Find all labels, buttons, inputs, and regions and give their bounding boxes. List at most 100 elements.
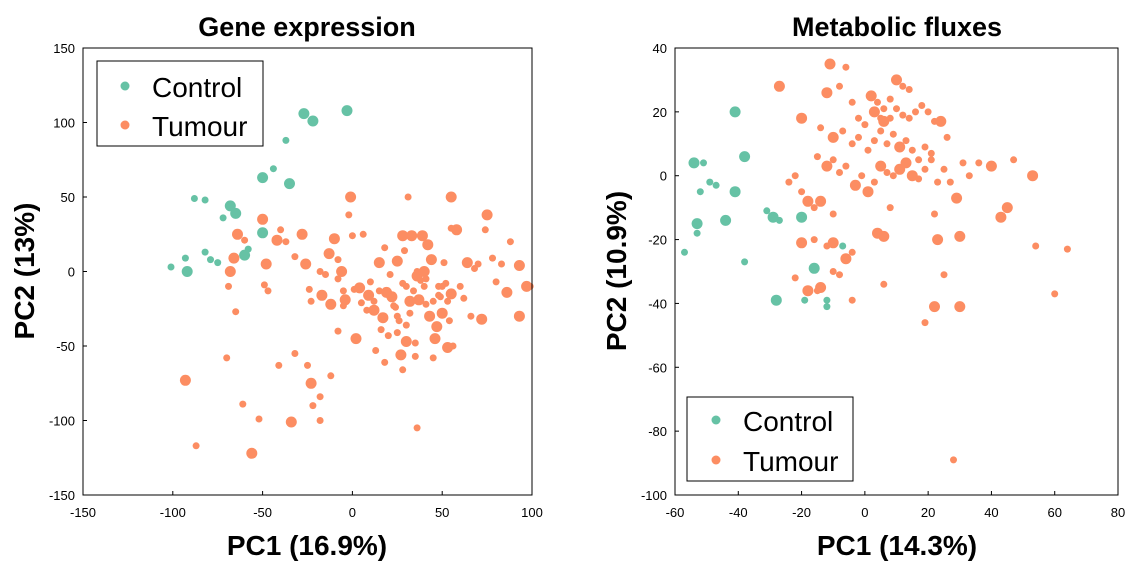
tumour-point bbox=[309, 402, 317, 410]
tumour-point bbox=[802, 195, 814, 207]
control-point bbox=[681, 248, 688, 256]
tumour-point bbox=[902, 137, 910, 145]
control-point bbox=[190, 195, 198, 202]
legend-box bbox=[686, 396, 854, 482]
tumour-point bbox=[257, 213, 269, 225]
tumour-point bbox=[435, 291, 443, 299]
tumour-point bbox=[223, 354, 231, 362]
tumour-point bbox=[285, 416, 297, 428]
tumour-point bbox=[391, 255, 403, 267]
x-tick-label: 100 bbox=[521, 505, 543, 520]
tumour-point bbox=[954, 301, 966, 313]
tumour-point bbox=[894, 141, 906, 153]
y-tick-label: -150 bbox=[49, 488, 75, 503]
tumour-point bbox=[865, 90, 877, 102]
tumour-point bbox=[912, 108, 919, 116]
y-tick-label: 0 bbox=[68, 265, 75, 280]
x-tick-label: -20 bbox=[792, 505, 811, 520]
tumour-point bbox=[271, 234, 283, 246]
x-tick-label: 80 bbox=[1111, 505, 1125, 520]
tumour-point bbox=[438, 282, 446, 290]
tumour-point bbox=[883, 169, 891, 176]
tumour-point bbox=[179, 374, 191, 386]
tumour-point bbox=[1032, 242, 1040, 250]
tumour-point bbox=[277, 226, 285, 234]
control-point bbox=[257, 172, 269, 184]
y-tick-label: -40 bbox=[648, 296, 667, 311]
tumour-point bbox=[985, 160, 997, 172]
legend-marker-tumour bbox=[711, 455, 721, 465]
tumour-point bbox=[839, 127, 847, 135]
tumour-point bbox=[813, 287, 821, 295]
control-point bbox=[700, 159, 707, 167]
tumour-point bbox=[931, 210, 938, 218]
control-point bbox=[739, 151, 751, 163]
tumour-point bbox=[429, 354, 437, 362]
tumour-point bbox=[413, 424, 421, 432]
legend-box bbox=[96, 60, 264, 147]
tumour-point bbox=[429, 333, 441, 345]
y-tick-label: -80 bbox=[648, 424, 667, 439]
control-point bbox=[224, 200, 236, 212]
tumour-point bbox=[406, 309, 414, 317]
tumour-point bbox=[899, 111, 907, 119]
tumour-point bbox=[413, 294, 425, 306]
tumour-point bbox=[368, 304, 380, 316]
tumour-point bbox=[228, 252, 240, 264]
tumour-point bbox=[995, 211, 1007, 223]
y-axis-label: PC2 (13%) bbox=[9, 203, 40, 340]
tumour-point bbox=[359, 230, 367, 238]
control-point bbox=[808, 262, 820, 274]
tumour-point bbox=[821, 160, 833, 172]
tumour-point bbox=[893, 105, 900, 113]
gene-expression-points bbox=[167, 105, 534, 459]
control-point bbox=[696, 188, 704, 196]
legend-marker-control bbox=[711, 415, 721, 425]
control-point bbox=[181, 254, 189, 262]
x-tick-label: 0 bbox=[349, 505, 356, 520]
tumour-point bbox=[402, 321, 410, 329]
tumour-point bbox=[526, 282, 534, 290]
tumour-point bbox=[848, 140, 856, 148]
tumour-point bbox=[363, 306, 371, 314]
tumour-point bbox=[422, 239, 434, 251]
control-point bbox=[729, 106, 741, 118]
tumour-point bbox=[404, 295, 416, 307]
tumour-point bbox=[316, 417, 324, 424]
tumour-point bbox=[372, 347, 380, 354]
tumour-point bbox=[829, 156, 837, 164]
tumour-point bbox=[260, 281, 268, 289]
tumour-point bbox=[848, 98, 856, 106]
tumour-point bbox=[915, 156, 923, 164]
tumour-point bbox=[875, 160, 887, 172]
tumour-point bbox=[855, 133, 862, 141]
tumour-point bbox=[291, 253, 299, 261]
tumour-point bbox=[827, 237, 839, 249]
tumour-point bbox=[810, 236, 818, 244]
tumour-point bbox=[796, 112, 808, 124]
tumour-point bbox=[305, 377, 317, 389]
tumour-point bbox=[264, 287, 272, 295]
tumour-point bbox=[300, 258, 312, 270]
control-point bbox=[796, 211, 808, 223]
tumour-point bbox=[878, 115, 890, 127]
tumour-point bbox=[861, 121, 869, 129]
tumour-point bbox=[773, 80, 785, 92]
x-tick-label: -60 bbox=[666, 505, 685, 520]
tumour-point bbox=[842, 162, 850, 170]
tumour-point bbox=[440, 259, 448, 267]
tumour-point bbox=[950, 456, 957, 464]
tumour-point bbox=[798, 188, 806, 196]
tumour-point bbox=[241, 236, 249, 244]
tumour-point bbox=[381, 358, 389, 366]
tumour-point bbox=[840, 253, 852, 265]
x-tick-label: 60 bbox=[1047, 505, 1061, 520]
tumour-point bbox=[817, 124, 825, 132]
control-point bbox=[770, 294, 782, 306]
control-point bbox=[219, 214, 227, 222]
tumour-point bbox=[905, 114, 913, 122]
y-tick-label: 100 bbox=[53, 116, 75, 131]
tumour-point bbox=[357, 299, 365, 307]
tumour-point bbox=[836, 82, 843, 90]
tumour-point bbox=[929, 301, 940, 313]
